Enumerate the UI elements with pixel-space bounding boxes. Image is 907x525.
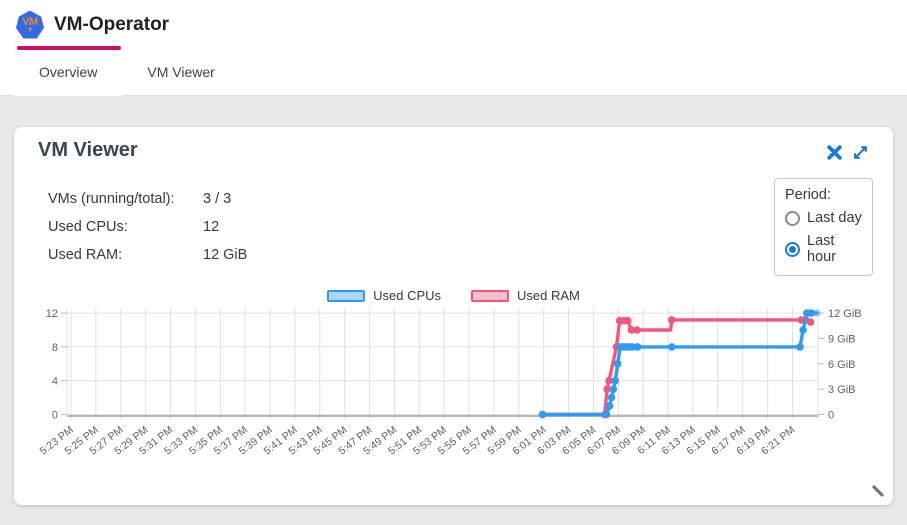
vm-operator-logo-icon: VM ▾ [16, 10, 44, 39]
vm-viewer-card: VM Viewer VMs (running/total): 3 / 3 Use… [14, 127, 893, 505]
y-left-tick-label: 0 [52, 410, 58, 422]
y-left-tick-label: 4 [52, 376, 58, 388]
tab-vm-viewer[interactable]: VM Viewer [122, 49, 239, 95]
tab-overview-label: Overview [39, 64, 98, 80]
app-title: VM-Operator [54, 13, 170, 35]
active-tab-indicator [17, 46, 122, 50]
y-right-tick-label: 9 GiB [828, 333, 856, 345]
app-header: VM ▾ VM-Operator [0, 0, 907, 49]
tab-vm-viewer-label: VM Viewer [147, 64, 215, 80]
chart-series [538, 309, 821, 419]
legend-label-used-ram: Used RAM [517, 288, 580, 303]
chart-series-used-cpus [538, 309, 821, 419]
stats-block: VMs (running/total): 3 / 3 Used CPUs: 12… [48, 185, 247, 269]
page-content: VM Viewer VMs (running/total): 3 / 3 Use… [0, 96, 907, 525]
chart-series-used-ram [538, 316, 815, 419]
stat-label-vms: VMs (running/total): [48, 191, 175, 207]
close-icon[interactable] [826, 144, 843, 161]
y-left-tick-label: 12 [46, 308, 58, 320]
stat-value-used-cpus: 12 [203, 219, 220, 235]
stat-value-used-ram: 12 GiB [203, 247, 248, 263]
y-right-tick-label: 6 GiB [828, 359, 856, 371]
usage-chart[interactable]: 5:23 PM 5:25 PM 5:27 PM 5:29 PM 5:31 PM 5:33 … [14, 304, 893, 484]
legend-swatch-used-ram [471, 289, 510, 302]
legend-swatch-used-cpus [327, 289, 366, 302]
tab-overview[interactable]: Overview [14, 46, 123, 96]
tab-bar: Overview VM Viewer [0, 46, 907, 96]
radio-last-day-label: Last day [807, 210, 862, 226]
card-title: VM Viewer [38, 139, 138, 161]
period-fieldset: Period: Last day Last hour [774, 178, 873, 276]
stat-row-used-cpus: Used CPUs: 12 [48, 213, 247, 241]
stat-label-used-ram: Used RAM: [48, 247, 123, 263]
stat-row-vms: VMs (running/total): 3 / 3 [48, 185, 247, 213]
period-option-last-day[interactable]: Last day [785, 210, 862, 226]
chart-axes: 5:23 PM5:25 PM5:27 PM5:29 PM5:31 PM5:33 … [38, 308, 862, 457]
y-left-tick-label: 8 [52, 342, 58, 354]
logo-chevron-icon: ▾ [27, 25, 32, 34]
resize-handle-icon[interactable] [869, 482, 887, 500]
chart-canvas[interactable]: 5:23 PM5:25 PM5:27 PM5:29 PM5:31 PM5:33 … [14, 304, 893, 484]
legend-item-used-ram[interactable]: Used RAM [471, 288, 580, 303]
y-right-tick-label: 12 GiB [828, 308, 862, 320]
expand-icon[interactable] [852, 144, 869, 161]
radio-last-day[interactable] [785, 210, 800, 226]
y-right-tick-label: 3 GiB [828, 384, 856, 396]
logo-text: VM [22, 16, 38, 28]
period-label: Period: [785, 187, 831, 203]
y-right-tick-label: 0 [828, 410, 834, 422]
stat-row-used-ram: Used RAM: 12 GiB [48, 241, 247, 269]
radio-last-hour-label: Last hour [807, 233, 837, 265]
stat-value-vms: 3 / 3 [203, 191, 232, 207]
legend-label-used-cpus: Used CPUs [373, 288, 442, 303]
stat-label-used-cpus: Used CPUs: [48, 219, 128, 235]
chart-legend: Used CPUs Used RAM [14, 288, 893, 303]
legend-item-used-cpus[interactable]: Used CPUs [327, 288, 441, 303]
radio-last-hour[interactable] [785, 241, 800, 257]
period-option-last-hour[interactable]: Last hour [785, 233, 862, 265]
chart-gridlines [61, 308, 824, 420]
